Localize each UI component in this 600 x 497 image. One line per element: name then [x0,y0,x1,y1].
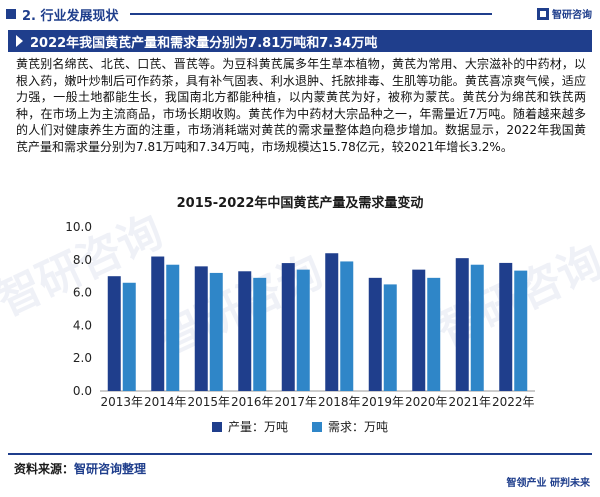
triangle-icon [16,35,23,47]
bar-demand [122,282,136,391]
header-rule [130,13,492,15]
source-note: 资料来源：智研咨询整理 [14,460,146,477]
headline-text: 2022年我国黄芪产量和需求量分别为7.81万吨和7.34万吨 [30,35,378,51]
section-title: 2. 行业发展现状 [22,8,119,24]
x-tick-label: 2015年 [187,395,230,409]
headline-banner: 2022年我国黄芪产量和需求量分别为7.81万吨和7.34万吨 [8,30,592,52]
legend-swatch-demand [312,421,322,432]
chart-legend: 产量：万吨 需求：万吨 [0,418,600,435]
bar-production [499,262,513,391]
bar-demand [296,269,310,391]
legend-label-demand: 需求：万吨 [328,420,389,434]
x-tick-label: 2022年 [492,395,535,409]
y-tick-label: 4.0 [73,318,92,332]
source-label: 资料来源： [14,462,75,476]
source-value: 智研咨询整理 [74,462,147,476]
legend-swatch-production [211,421,222,432]
y-tick-label: 8.0 [73,253,92,267]
legend-label-production: 产量：万吨 [227,420,288,434]
footer-rule [8,453,592,455]
bar-production [107,276,121,391]
intro-paragraph: 黄芪别名绵芪、北芪、口芪、晋芪等。为豆科黄芪属多年生草本植物，黄芪为常用、大宗滋… [16,57,586,154]
bar-production [281,263,295,391]
x-tick-label: 2016年 [231,395,274,409]
top-bar: 2. 行业发展现状 [0,0,600,28]
bar-demand [209,272,223,391]
y-tick-label: 6.0 [73,286,92,300]
bar-production [412,269,426,391]
brand-name: 智研咨询 [552,10,592,21]
section-marker-icon [6,9,16,19]
y-tick-label: 10.0 [65,220,92,234]
footer-slogan: 智领产业 研判未来 [506,478,590,489]
x-tick-label: 2014年 [144,395,187,409]
bar-demand [470,264,484,391]
x-tick-label: 2018年 [318,395,361,409]
chart-title: 2015-2022年中国黄芪产量及需求量变动 [176,196,424,211]
x-tick-label: 2013年 [100,395,143,409]
bar-production [325,253,339,391]
legend-item-demand: 需求：万吨 [312,418,388,435]
bar-production [455,258,469,391]
brand-logo-icon [537,7,549,20]
legend-item-production: 产量：万吨 [211,418,288,435]
bar-production [194,266,208,391]
x-tick-label: 2021年 [448,395,491,409]
bar-demand [253,277,267,391]
x-tick-label: 2017年 [274,395,317,409]
bar-demand [427,277,441,391]
bar-demand [514,270,528,391]
bar-production [368,277,382,391]
bar-production [238,271,252,391]
y-tick-label: 2.0 [73,351,92,365]
bar-demand [166,264,180,391]
x-tick-label: 2020年 [405,395,448,409]
bar-demand [383,284,397,391]
y-tick-label: 0.0 [73,384,92,398]
bar-demand [340,261,354,391]
x-tick-label: 2019年 [361,395,404,409]
bar-production [151,256,165,391]
brand-logo: 智研咨询 [537,6,592,21]
